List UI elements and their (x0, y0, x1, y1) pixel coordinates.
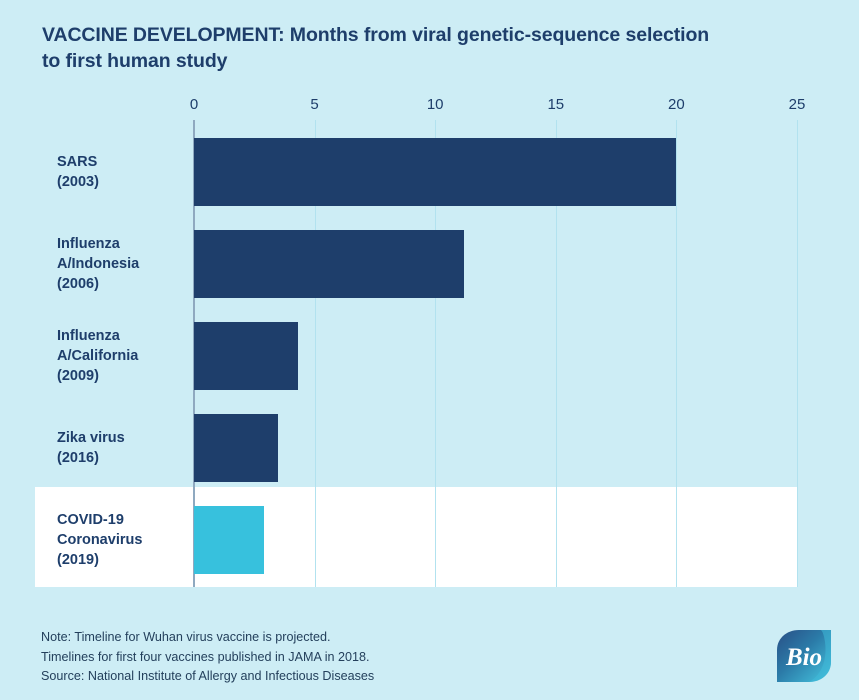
category-label-line: Coronavirus (57, 532, 143, 548)
category-label-line: SARS (57, 154, 98, 170)
title-line-2: to first human study (42, 50, 228, 72)
category-label-line: COVID-19 (57, 512, 124, 528)
bar-4[interactable] (194, 414, 278, 482)
category-label-4: Zika virus (2016) (57, 428, 187, 468)
bar-1[interactable] (194, 138, 676, 206)
gridline-20 (676, 120, 678, 587)
footnote-line-2: Timelines for first four vaccines publis… (41, 649, 370, 664)
x-tick-label-10: 10 (426, 96, 444, 113)
category-label-line: (2009) (57, 368, 99, 384)
title-line-1: VACCINE DEVELOPMENT: Months from viral g… (42, 24, 710, 46)
category-label-line: (2019) (57, 552, 99, 568)
category-label-line: (2003) (57, 174, 99, 190)
bar-row-1: SARS (2003) (0, 138, 859, 206)
category-label-line: (2006) (57, 276, 99, 292)
category-label-1: SARS (2003) (57, 152, 187, 192)
footnote-line-1: Note: Timeline for Wuhan virus vaccine i… (41, 630, 331, 644)
gridline-10 (435, 120, 437, 587)
bar-row-5: COVID-19 Coronavirus (2019) (0, 506, 859, 574)
bar-row-3: Influenza A/California (2009) (0, 322, 859, 390)
category-label-3: Influenza A/California (2009) (57, 326, 187, 386)
category-label-line: (2016) (57, 450, 99, 466)
bar-row-2: Influenza A/Indonesia (2006) (0, 230, 859, 298)
leaf-logo-icon: Bio (777, 630, 831, 682)
bar-2[interactable] (194, 230, 464, 298)
x-tick-label-15: 15 (547, 96, 565, 113)
category-label-line: A/California (57, 348, 139, 364)
category-label-2: Influenza A/Indonesia (2006) (57, 234, 187, 294)
bar-5[interactable] (194, 506, 264, 574)
bar-3[interactable] (194, 322, 298, 390)
footnote: Note: Timeline for Wuhan virus vaccine i… (41, 628, 374, 687)
category-label-line: Zika virus (57, 430, 125, 446)
x-tick-label-0: 0 (189, 96, 199, 113)
bar-row-4: Zika virus (2016) (0, 414, 859, 482)
footnote-line-3: Source: National Institute of Allergy an… (41, 669, 375, 683)
logo-text: Bio (785, 644, 822, 671)
highlight-band-covid (35, 487, 797, 587)
gridline-15 (555, 120, 557, 587)
x-tick-label-25: 25 (788, 96, 806, 113)
page-title: VACCINE DEVELOPMENT: Months from viral g… (42, 22, 812, 74)
category-label-line: Influenza (57, 236, 120, 252)
category-label-line: A/Indonesia (57, 256, 140, 272)
gridline-5 (314, 120, 316, 587)
category-label-5: COVID-19 Coronavirus (2019) (57, 510, 187, 570)
x-tick-label-20: 20 (668, 96, 685, 113)
bio-logo[interactable]: Bio (773, 628, 835, 684)
gridline-25 (797, 120, 798, 587)
category-label-line: Influenza (57, 328, 120, 344)
x-tick-label-5: 5 (310, 96, 319, 113)
